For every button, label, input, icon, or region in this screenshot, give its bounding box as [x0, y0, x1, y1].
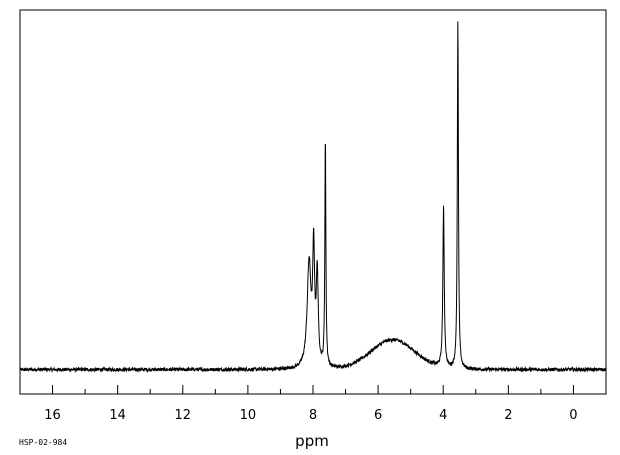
- minor-ticks: [19, 389, 607, 394]
- spectrum-line: [19, 21, 607, 374]
- x-tick-label: 14: [109, 408, 126, 423]
- plot-frame: [19, 9, 607, 395]
- x-tick-labels: 16 14 12 10 8 6 4 2 0: [44, 408, 577, 423]
- spectrum-code-label: HSP-02-984: [19, 438, 67, 447]
- x-axis-title: ppm: [295, 432, 329, 450]
- x-tick-label: 4: [439, 408, 447, 423]
- x-tick-label: 12: [175, 408, 192, 423]
- major-ticks: [52, 385, 574, 394]
- x-tick-label: 0: [569, 408, 577, 423]
- x-tick-label: 16: [44, 408, 61, 423]
- x-tick-label: 6: [374, 408, 382, 423]
- x-tick-label: 2: [504, 408, 512, 423]
- x-tick-label: 8: [309, 408, 317, 423]
- x-tick-label: 10: [240, 408, 257, 423]
